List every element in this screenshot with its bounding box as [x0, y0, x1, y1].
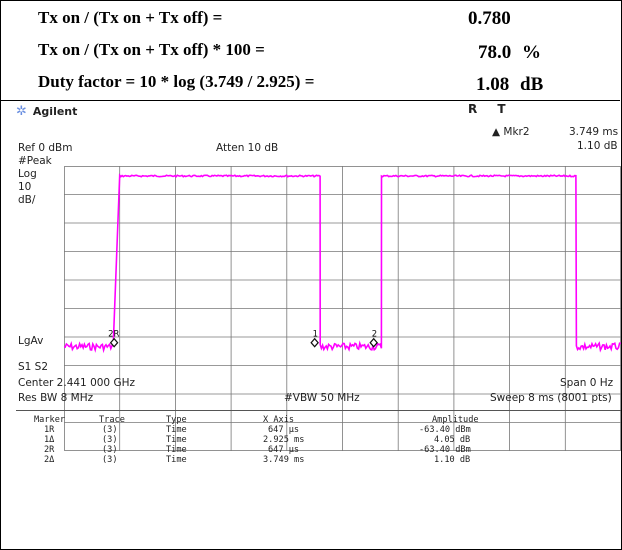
row-4-type: Time: [166, 455, 187, 465]
row-1-amplitude: -63.40 dBm: [419, 425, 471, 435]
marker-diamond: [311, 339, 318, 347]
row-2-trace: (3): [102, 435, 118, 445]
agilent-spark-icon: ✲: [16, 104, 27, 119]
row-1-trace: (3): [102, 425, 118, 435]
attenuation: Atten 10 dB: [216, 142, 278, 154]
col-header-type: Type: [166, 415, 187, 425]
row-4-marker: 2Δ: [44, 455, 54, 465]
row-1-type: Time: [166, 425, 187, 435]
result-percent-value: 78.0: [478, 42, 511, 63]
col-header-x-axis: X Axis: [263, 415, 294, 425]
graticule: [64, 166, 621, 451]
ref-level: Ref 0 dBm: [18, 142, 72, 154]
col-header-amplitude: Amplitude: [432, 415, 479, 425]
row-1-marker: 1R: [44, 425, 54, 435]
row-3-marker: 2R: [44, 445, 54, 455]
brand-name: Agilent: [33, 105, 77, 118]
result-ratio-value: 0.780: [468, 8, 511, 29]
result-percent-unit: %: [522, 42, 541, 63]
marker-readout-time: 3.749 ms: [569, 126, 618, 138]
row-4-x: 3.749 ms: [263, 455, 304, 465]
row-3-amplitude: -63.40 dBm: [419, 445, 471, 455]
row-2-marker: 1Δ: [44, 435, 54, 445]
divider-top: [8, 100, 620, 101]
result-duty-factor: 1.08 dB: [476, 74, 543, 96]
marker-label: 2R: [108, 330, 119, 340]
status-indicator: R T: [468, 102, 514, 116]
result-ratio: 0.780: [468, 8, 511, 30]
s1-s2-label: S1 S2: [18, 361, 48, 373]
col-header-marker: Marker: [34, 415, 65, 425]
row-2-amplitude: 4.05 dB: [434, 435, 470, 445]
marker-readout-label: ▲ Mkr2: [492, 126, 530, 138]
row-1-x: 647 µs: [268, 425, 299, 435]
scale-log: Log: [18, 168, 37, 180]
brand-logo: ✲ Agilent: [16, 104, 77, 119]
marker-label: 1: [313, 330, 318, 340]
col-header-trace: Trace: [99, 415, 125, 425]
formula-ratio: Tx on / (Tx on + Tx off) =: [38, 8, 222, 28]
row-4-amplitude: 1.10 dB: [434, 455, 470, 465]
result-percent: 78.0 %: [478, 42, 541, 64]
averaging-mode: LgAv: [18, 335, 43, 347]
span: Span 0 Hz: [560, 377, 613, 389]
formula-duty-factor: Duty factor = 10 * log (3.749 / 2.925) =: [38, 72, 314, 92]
detector-mode: #Peak: [18, 155, 52, 167]
sweep-time: Sweep 8 ms (8001 pts): [490, 392, 612, 404]
formula-percent: Tx on / (Tx on + Tx off) * 100 =: [38, 40, 265, 60]
row-2-type: Time: [166, 435, 187, 445]
row-2-x: 2.925 ms: [263, 435, 304, 445]
result-duty-factor-unit: dB: [520, 74, 543, 95]
table-divider: [16, 410, 621, 411]
trace-markers: 2R 1 2: [108, 330, 377, 347]
center-frequency: Center 2.441 000 GHz: [18, 377, 135, 389]
row-3-type: Time: [166, 445, 187, 455]
resolution-bandwidth: Res BW 8 MHz: [18, 392, 93, 404]
row-3-trace: (3): [102, 445, 118, 455]
scale-value: 10: [18, 181, 31, 193]
video-bandwidth: #VBW 50 MHz: [284, 392, 360, 404]
scale-unit: dB/: [18, 194, 35, 206]
spectrum-analyzer-screen: ✲ Agilent R T ▲ Mkr2 3.749 ms 1.10 dB Ref…: [16, 102, 621, 547]
trace-display: 2R 1 2: [64, 166, 621, 451]
marker-label: 2: [372, 330, 377, 340]
result-duty-factor-value: 1.08: [476, 74, 509, 95]
row-4-trace: (3): [102, 455, 118, 465]
row-3-x: 647 µs: [268, 445, 299, 455]
marker-readout-amplitude: 1.10 dB: [577, 140, 618, 152]
